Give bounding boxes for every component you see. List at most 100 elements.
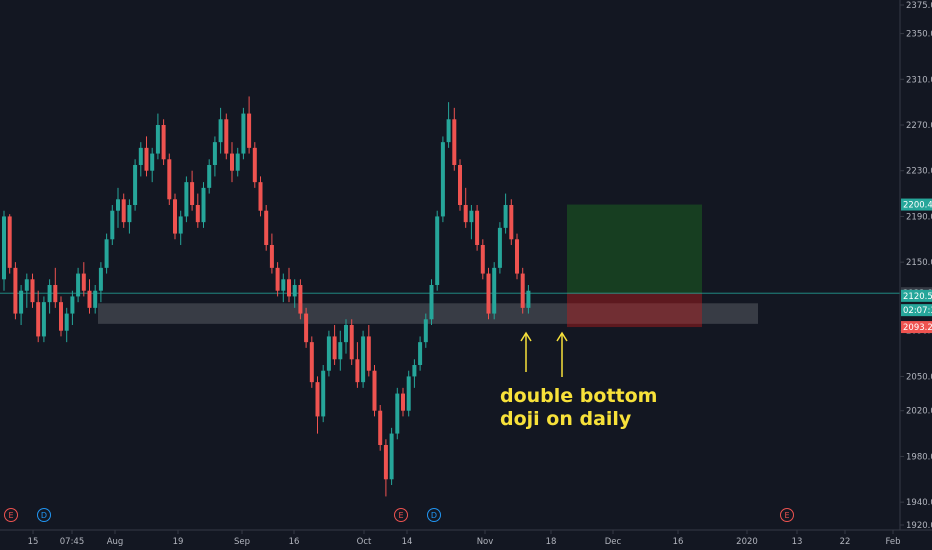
candle-body — [480, 245, 485, 274]
candle-body — [190, 182, 195, 205]
profit-zone — [567, 204, 702, 294]
candle-body — [383, 445, 388, 480]
candle-body — [435, 216, 440, 285]
candle-body — [150, 153, 155, 171]
price-level-label: 2120.50 — [903, 292, 932, 302]
candle-body — [87, 290, 92, 308]
event-marker-label: E — [398, 511, 403, 520]
candle-body — [423, 319, 428, 343]
candle-body — [458, 165, 462, 205]
candle-body — [218, 119, 223, 143]
candle-body — [241, 113, 246, 154]
x-tick-label: 16 — [673, 537, 684, 547]
x-tick-label: Sep — [234, 537, 250, 547]
x-tick-label: Oct — [357, 537, 372, 547]
y-tick-label: 2310.00 — [906, 75, 932, 85]
candle-body — [275, 267, 280, 291]
x-tick-label: 19 — [173, 537, 184, 547]
arrow-up-icon — [520, 331, 532, 372]
candle-body — [412, 365, 417, 377]
candle-body — [338, 342, 343, 360]
candle-body — [440, 142, 445, 217]
y-tick-label: 1920.00 — [906, 521, 932, 531]
y-tick-label: 2350.00 — [906, 30, 932, 40]
candle-body — [515, 239, 519, 274]
candle-body — [110, 210, 115, 240]
candle-body — [133, 165, 138, 205]
price-level-labels: 2200.402122.852120.5002:07:362093.20 — [901, 198, 932, 334]
candle-body — [121, 199, 126, 223]
y-tick-label: 2270.00 — [906, 121, 932, 131]
dividend-event-icon — [427, 508, 441, 522]
candle-body — [361, 336, 366, 383]
y-tick-label: 2375.00 — [906, 1, 932, 11]
candle-body — [258, 182, 263, 211]
candle-body — [497, 227, 502, 268]
candle-body — [98, 267, 103, 291]
candle-body — [81, 273, 86, 291]
candle-body — [475, 210, 480, 245]
candle-body — [252, 147, 257, 183]
annotation-line-1: double bottom — [500, 385, 657, 407]
y-tick-label: 2020.00 — [906, 407, 932, 417]
candle-body — [127, 205, 132, 223]
candle-body — [520, 273, 525, 308]
dividend-event-icon — [37, 508, 51, 522]
candle-body — [173, 199, 177, 234]
candle-body — [292, 285, 297, 297]
x-tick-label: 14 — [402, 537, 413, 547]
candle-body — [418, 342, 423, 365]
candle-body — [281, 279, 286, 291]
loss-zone — [567, 293, 702, 328]
x-tick-label: Aug — [107, 537, 124, 547]
x-tick-label: 13 — [792, 537, 803, 547]
candle-body — [269, 245, 274, 268]
candle-body — [167, 159, 172, 200]
event-marker-label: D — [41, 511, 47, 520]
candle-body — [13, 267, 18, 314]
candle-body — [230, 153, 234, 171]
earnings-event-icon — [394, 508, 408, 522]
candle-body — [161, 125, 166, 160]
arrow-up-icon — [556, 331, 568, 377]
candle-body — [406, 376, 411, 411]
candle-body — [93, 290, 98, 308]
candle-body — [138, 147, 143, 165]
candle-body — [235, 153, 240, 171]
candle-body — [224, 119, 229, 154]
candle-body — [315, 382, 320, 417]
y-tick-label: 2230.00 — [906, 167, 932, 177]
y-tick-label: 1980.00 — [906, 452, 932, 462]
y-tick-label: 1940.00 — [906, 498, 932, 508]
candle-body — [116, 199, 120, 211]
candle-body — [207, 165, 212, 188]
candle-body — [355, 359, 360, 383]
x-tick-label: 07:45 — [60, 537, 85, 547]
candle-body — [70, 296, 75, 314]
time-axis[interactable]: 15 07:45 Aug 19 Sep 16 Oct 14 Nov 18 Dec 16 2020 13 22… — [28, 530, 901, 547]
candle-body — [104, 239, 109, 268]
candle-body — [304, 313, 309, 343]
candle-body — [366, 336, 371, 371]
candle-body — [509, 205, 514, 240]
candle-body — [486, 273, 491, 314]
candle-body — [326, 336, 331, 371]
y-tick-label: 2050.00 — [906, 372, 932, 382]
support-zone — [98, 303, 758, 324]
candle-body — [212, 142, 217, 165]
event-marker-label: E — [8, 511, 13, 520]
candle-body — [47, 285, 52, 303]
price-level-label: 02:07:36 — [903, 306, 932, 316]
candle-body — [469, 210, 474, 223]
x-tick-label: 18 — [546, 537, 557, 547]
candle-body — [378, 410, 383, 445]
candle-body — [184, 182, 189, 217]
x-tick-label: 22 — [840, 537, 851, 547]
candle-body — [53, 285, 58, 303]
candles — [2, 96, 531, 497]
candle-body — [2, 216, 6, 280]
candle-body — [36, 302, 41, 337]
candle-body — [247, 113, 252, 148]
